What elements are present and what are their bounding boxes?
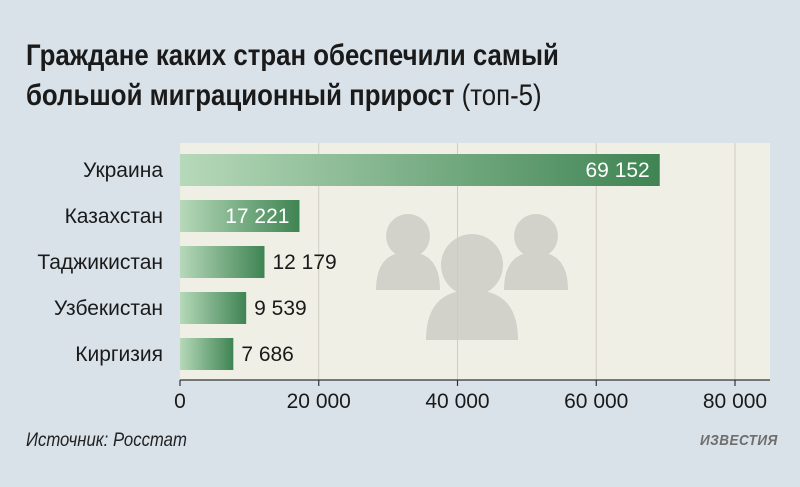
category-labels: Украина Казахстан Таджикистан Узбекистан Кир… [37, 159, 163, 366]
x-tick-label: 0 [174, 390, 186, 413]
x-axis-ticks: 0 20 000 40 000 60 000 80 000 [174, 380, 767, 413]
category-label: Таджикистан [37, 251, 163, 274]
category-label: Узбекистан [54, 297, 163, 320]
value-label: 69 152 [586, 159, 650, 182]
value-label: 9 539 [254, 297, 307, 320]
value-label: 12 179 [272, 251, 336, 274]
publisher-logo: ИЗВЕСТИЯ [700, 432, 778, 449]
category-label: Казахстан [65, 205, 163, 228]
value-label: 7 686 [241, 343, 294, 366]
chart-title-suffix: (топ-5) [454, 79, 542, 112]
x-tick-label: 20 000 [287, 390, 351, 413]
bar [180, 200, 300, 232]
category-label: Украина [83, 159, 163, 182]
value-labels: 69 152 17 221 12 179 9 539 7 686 [225, 159, 650, 366]
bar [180, 292, 247, 324]
x-tick-label: 80 000 [703, 390, 767, 413]
people-group-icon [376, 214, 568, 340]
x-tick-label: 60 000 [564, 390, 628, 413]
category-label: Киргизия [75, 343, 163, 366]
bars-group [180, 154, 660, 370]
bar [180, 338, 234, 370]
chart-title-main: Граждане каких стран обеспечили самый бо… [26, 39, 559, 112]
chart-title: Граждане каких стран обеспечили самый бо… [26, 36, 662, 116]
value-label: 17 221 [225, 205, 289, 228]
source-note: Источник: Росстат [26, 430, 187, 451]
bar [180, 246, 265, 278]
x-tick-label: 40 000 [425, 390, 489, 413]
bar [180, 154, 660, 186]
